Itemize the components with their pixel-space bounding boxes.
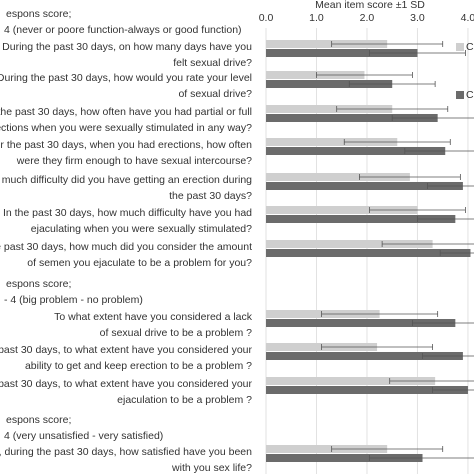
legend-label: Ca: [466, 41, 474, 53]
bar: [266, 206, 418, 214]
section-label: espons score;: [6, 414, 71, 426]
bar: [266, 80, 393, 88]
category-label: were they firm enough to have sexual int…: [16, 155, 252, 167]
bar: [266, 319, 456, 327]
bar: [266, 352, 463, 360]
category-label: 2: During the past 30 days, how would yo…: [0, 72, 252, 84]
category-label: with you sex life?: [171, 462, 252, 474]
category-label: How much difficulty did you have getting…: [0, 174, 252, 186]
category-label: ability to get and keep erection to be a…: [25, 360, 252, 372]
category-label: 6: In the past 30 days, how much difficu…: [0, 207, 252, 219]
bar: [266, 105, 393, 113]
bar: [266, 215, 456, 223]
section-label: espons score;: [6, 8, 71, 20]
section-label: - 4 (big problem - no problem): [4, 294, 143, 306]
x-axis-title: Mean item score ±1 SD: [315, 0, 425, 11]
bar: [266, 173, 410, 181]
category-label: ejaculating when you were sexually stimu…: [31, 223, 252, 235]
x-tick-label: 0.0: [259, 12, 274, 24]
category-label: ejaculation to be a problem ?: [117, 394, 252, 406]
section-label: espons score;: [6, 278, 71, 290]
bar: [266, 445, 388, 453]
category-label: verall, during the past 30 days, how sat…: [0, 446, 252, 458]
bar: [266, 49, 418, 57]
section-label: 4 (very unsatisfied - very satisfied): [4, 430, 163, 442]
bar: [266, 114, 438, 122]
bar: [266, 386, 468, 394]
x-tick-label: 1.0: [309, 12, 324, 24]
category-label: To what extent have you considered a lac…: [54, 311, 253, 323]
x-tick-label: 4.0: [461, 12, 474, 24]
category-label: of sexual drive?: [178, 88, 252, 100]
category-label: n the past 30 days, to what extent have …: [0, 344, 252, 356]
category-label: the past 30 days?: [169, 190, 252, 202]
bar: [266, 182, 463, 190]
category-label: 4: Over the past 30 days, when you had e…: [0, 139, 252, 151]
bar: [266, 147, 446, 155]
plot-area: [265, 28, 474, 474]
bar: [266, 71, 365, 79]
category-label: of sexual drive to be a problem ?: [100, 327, 252, 339]
bar: [266, 40, 388, 48]
category-label: felt sexual drive?: [173, 57, 252, 69]
bar: [266, 138, 398, 146]
category-label: al erections when you were sexually stim…: [0, 122, 252, 134]
bar: [266, 377, 436, 385]
x-tick-label: 2.0: [360, 12, 375, 24]
category-label: 1: During the past 30 days, on how many …: [0, 41, 252, 53]
legend-swatch: [456, 91, 464, 99]
section-label: 4 (never or poore function-always or goo…: [4, 24, 242, 36]
legend-label: Co: [466, 89, 474, 101]
bar: [266, 249, 471, 257]
category-label: n the past 30 days, to what extent have …: [0, 378, 252, 390]
category-label: of semen you ejaculate to be a problem f…: [27, 257, 252, 269]
bar: [266, 454, 423, 462]
category-label: In the past 30 days, how much did you co…: [0, 241, 252, 253]
category-label: ver the past 30 days, how often have you…: [0, 106, 252, 118]
x-tick-label: 3.0: [410, 12, 425, 24]
bar: [266, 240, 433, 248]
legend-swatch: [456, 43, 464, 51]
